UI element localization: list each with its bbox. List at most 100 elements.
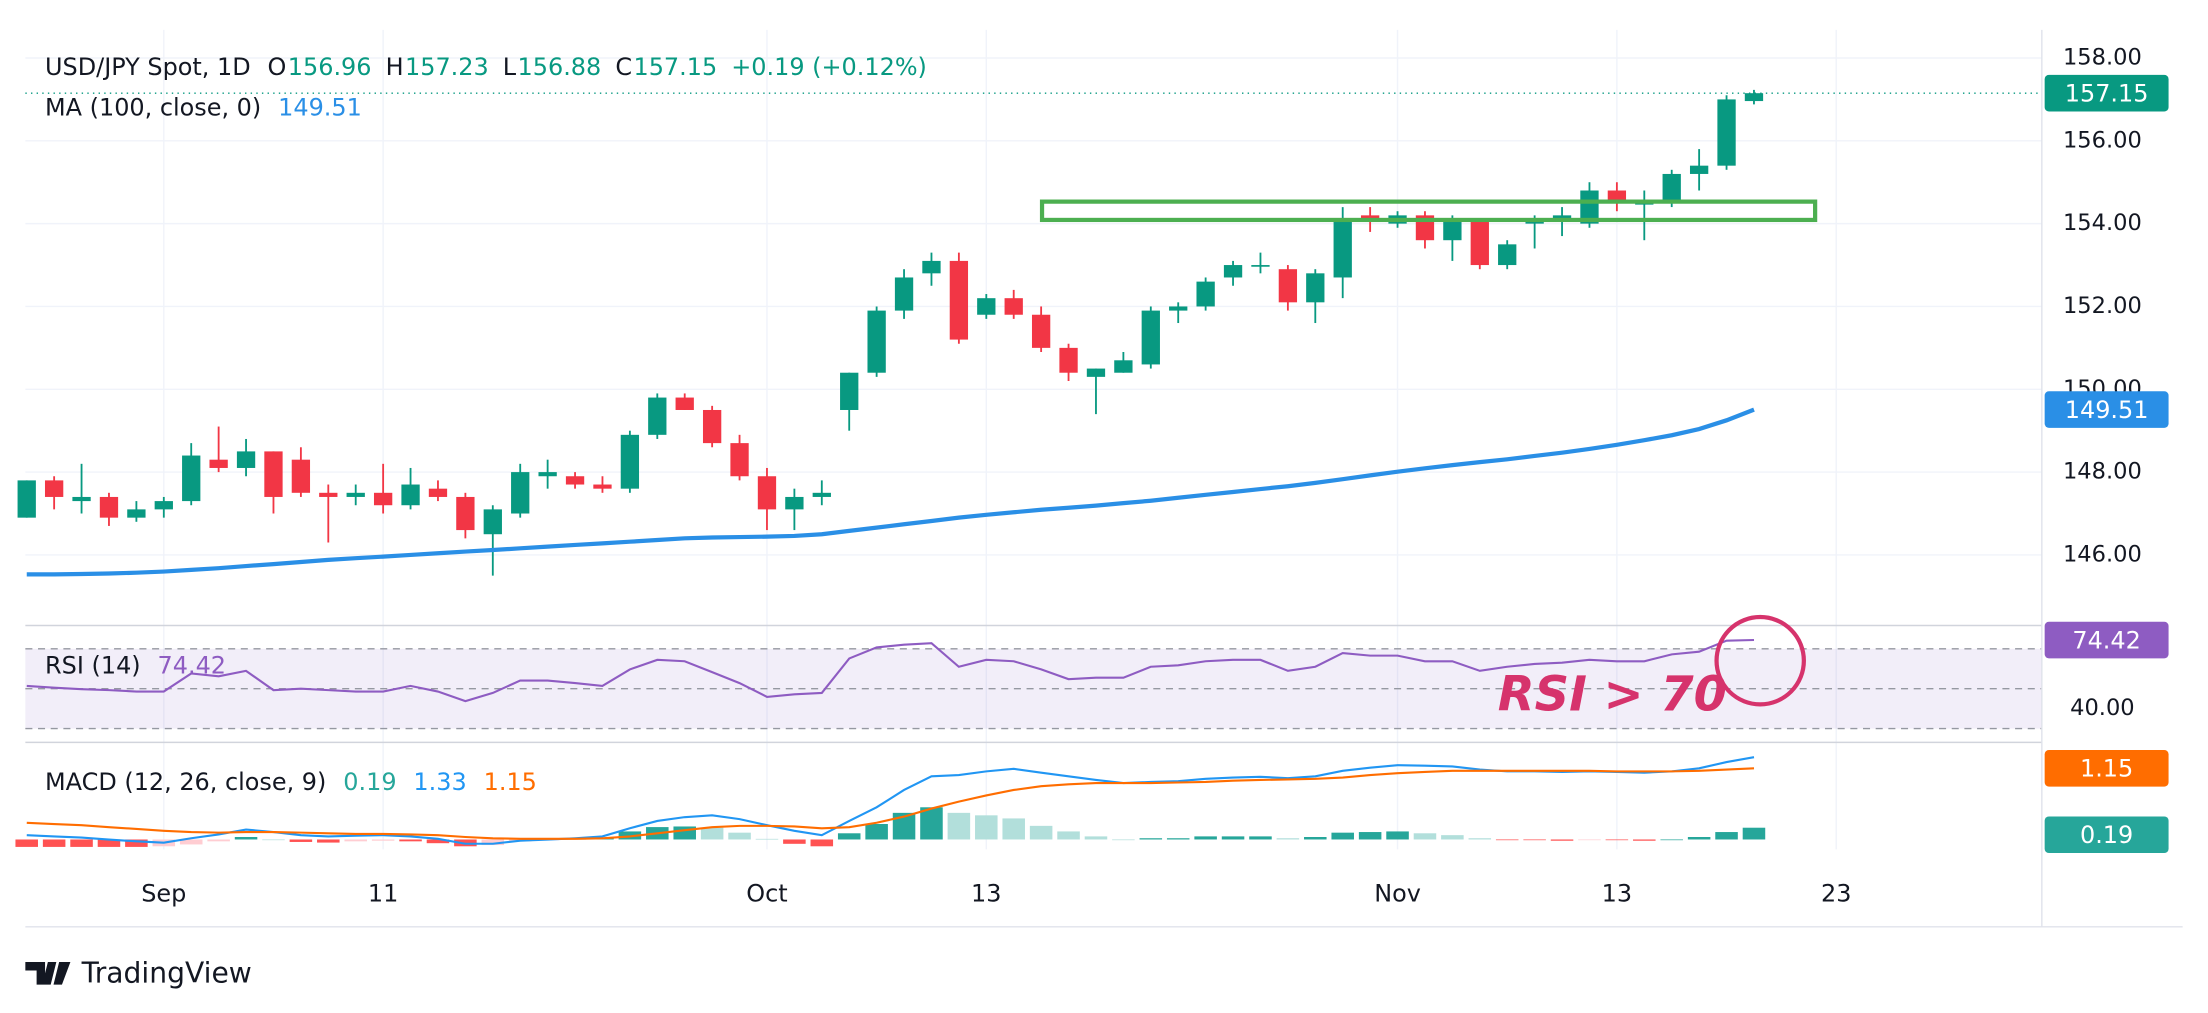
- candle-body: [1580, 190, 1599, 224]
- overlay: 157.15 149.51 74.42 1.15 0.19 USD/JPY Spot, 1…: [45, 53, 2169, 854]
- candle-body: [1196, 281, 1215, 307]
- candle-body: [1223, 265, 1243, 278]
- candle-body: [44, 480, 64, 497]
- candle-body: [373, 492, 393, 506]
- macd-histogram-bar: [1468, 838, 1492, 840]
- ohlc-label: H: [386, 53, 404, 81]
- macd-histogram-bar: [426, 839, 450, 844]
- macd-histogram-bar: [755, 838, 779, 840]
- macd-histogram-bar: [70, 839, 93, 847]
- macd-histogram-bar: [892, 812, 916, 840]
- macd-histogram-bar: [1221, 836, 1245, 840]
- macd-histogram-bar: [1550, 839, 1574, 841]
- candle-body: [1086, 368, 1106, 377]
- macd-histogram-bar: [1687, 837, 1711, 840]
- candle-body: [1744, 93, 1764, 102]
- grid: [25, 29, 2042, 850]
- macd-histogram-bar: [810, 839, 834, 847]
- macd-histogram-bar: [1304, 837, 1327, 840]
- ohlc-value: 156.88: [518, 53, 602, 81]
- candle-body: [730, 443, 749, 477]
- candle-body: [99, 496, 119, 518]
- candle-body: [1498, 244, 1517, 266]
- x-tick-label: 11: [368, 879, 398, 907]
- candle-body: [428, 488, 448, 497]
- ohlc-value: 156.96: [288, 53, 372, 81]
- ma-legend: MA (100, close, 0): [45, 94, 261, 122]
- macd-histogram-bar: [1523, 839, 1546, 841]
- candle-body: [593, 484, 612, 489]
- macd-histogram-bar: [1633, 839, 1656, 841]
- macd-histogram-bar: [1660, 839, 1683, 841]
- x-tick-label: Oct: [746, 879, 787, 907]
- candle-body: [1169, 306, 1188, 311]
- macd-histogram-bar: [1139, 838, 1163, 840]
- logo-icon: [25, 962, 71, 985]
- signal-tag: 1.15: [2080, 755, 2133, 783]
- candle-body: [319, 492, 338, 497]
- macd-histogram-bar: [399, 839, 422, 842]
- signal-line: [26, 767, 1755, 840]
- ma-line: [26, 407, 1755, 577]
- candle-body: [401, 484, 420, 506]
- histogram-tag: 0.19: [2080, 821, 2133, 849]
- legend-title: USD/JPY Spot, 1D: [45, 53, 251, 81]
- candle-body: [977, 298, 996, 315]
- x-tick-label: Sep: [141, 879, 186, 907]
- rsi-tag: 74.42: [2072, 626, 2140, 654]
- y-tick-label: 156.00: [2063, 127, 2142, 153]
- rsi-tag-bg: [2044, 621, 2169, 659]
- rsi-annotation: RSI > 70: [1498, 667, 1727, 722]
- macd-histogram-bar: [344, 839, 367, 842]
- rsi-circle: [1714, 614, 1806, 707]
- macd-histogram-bar: [1358, 832, 1382, 840]
- candle-body: [1059, 347, 1078, 373]
- candle-body: [867, 310, 886, 373]
- macd-histogram-bar: [1029, 825, 1053, 840]
- candle-body: [1031, 314, 1051, 348]
- macd-histogram-bar: [1002, 818, 1025, 840]
- macd-legend-value: 1.33: [413, 768, 466, 796]
- candle-body: [236, 451, 256, 468]
- macd-histogram-bar: [947, 812, 971, 840]
- candle-body: [17, 480, 36, 518]
- macd-histogram-bar: [1578, 839, 1601, 841]
- y-tick-label: 148.00: [2063, 459, 2142, 485]
- candle-body: [1635, 202, 1654, 205]
- macd-histogram-bar: [1057, 831, 1080, 840]
- macd-histogram-bar: [837, 833, 861, 840]
- change: +0.19 (+0.12%): [731, 53, 927, 81]
- macd-histogram-bar: [1742, 827, 1766, 840]
- candle-body: [456, 496, 475, 531]
- brand-logo: TradingView: [25, 957, 252, 990]
- candle-body: [209, 459, 228, 468]
- candle-body: [1662, 173, 1681, 203]
- macd-histogram-bar: [234, 837, 258, 840]
- signal-legend-value: 1.15: [484, 768, 537, 796]
- candle-body: [127, 509, 146, 518]
- macd-histogram-bar: [728, 832, 751, 840]
- macd-histogram-bar: [700, 827, 724, 840]
- candle-body: [72, 496, 91, 502]
- ma-legend-value: 149.51: [278, 94, 362, 122]
- candle-body: [1552, 215, 1572, 220]
- macd-histogram-bar: [920, 807, 943, 840]
- macd-histogram-bar: [179, 839, 203, 845]
- macd-histogram-bar: [125, 839, 148, 847]
- marks: Sep 11 Oct 13 Nov 13 23146.00148.00150.00152.0…: [15, 44, 2142, 907]
- macd-histogram-bar: [42, 839, 66, 847]
- macd-histogram-bar: [1605, 839, 1629, 841]
- macd-histogram-bar: [1249, 836, 1272, 840]
- x-tick-label: Nov: [1374, 879, 1421, 907]
- macd-histogram-bar: [207, 839, 230, 842]
- last-price-tag-bg: [2044, 74, 2169, 112]
- macd-histogram-bar: [1413, 833, 1437, 840]
- y-tick-label: 154.00: [2063, 210, 2142, 236]
- candle-body: [1278, 269, 1298, 303]
- ma-tag-bg: [2044, 391, 2169, 428]
- candle-body: [812, 492, 831, 497]
- x-tick-label: 13: [1602, 879, 1632, 907]
- macd-histogram-bar: [1441, 835, 1464, 840]
- rsi-legend-value: 74.42: [158, 651, 226, 679]
